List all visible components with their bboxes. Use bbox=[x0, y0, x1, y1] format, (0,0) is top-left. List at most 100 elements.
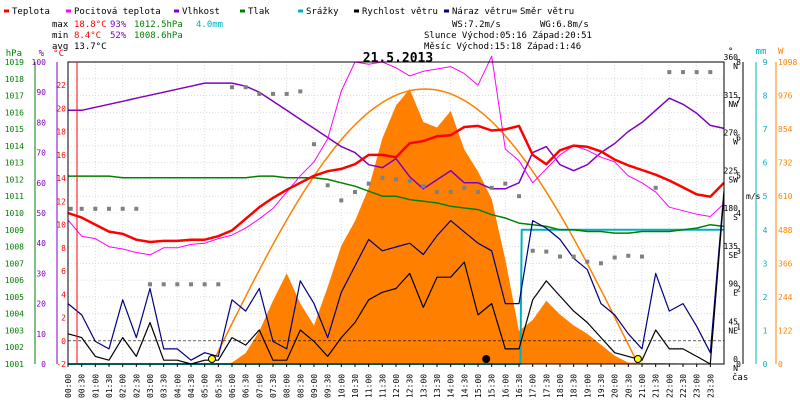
x-tick-label: 22:30 bbox=[679, 374, 688, 398]
x-tick-label: 22:00 bbox=[665, 374, 674, 398]
x-tick-label: 14:00 bbox=[447, 374, 456, 398]
percent-tick: 100 bbox=[32, 58, 47, 67]
stats-max-rain: 4.0mm bbox=[196, 20, 223, 30]
stats-max-hum: 93% bbox=[110, 20, 127, 30]
hpa-label: hPa bbox=[6, 49, 22, 59]
x-tick-label: 04:30 bbox=[187, 374, 196, 398]
x-tick-label: 16:30 bbox=[515, 374, 524, 398]
wind-direction-point bbox=[407, 179, 412, 184]
hpa-tick: 1003 bbox=[5, 326, 24, 335]
mm-tick: 7 bbox=[763, 125, 768, 134]
watt-tick: 122 bbox=[778, 326, 793, 335]
watt-tick: 0 bbox=[778, 360, 783, 369]
x-tick-label: 12:30 bbox=[406, 374, 415, 398]
legend-label: Směr větru bbox=[520, 7, 574, 17]
degrees-tick: 0 bbox=[733, 355, 738, 364]
wind-direction-point bbox=[626, 253, 631, 258]
percent-tick: 20 bbox=[36, 300, 46, 309]
stats-min-press: 1008.6hPa bbox=[134, 31, 183, 41]
wind-direction-point bbox=[243, 85, 248, 90]
watt-tick: 854 bbox=[778, 125, 793, 134]
percent-tick: 40 bbox=[36, 239, 46, 248]
wind-direction-point bbox=[175, 282, 180, 287]
wind-direction-point bbox=[517, 194, 521, 199]
ms-tick: 6 bbox=[736, 134, 741, 143]
percent-tick: 80 bbox=[36, 118, 46, 127]
hpa-tick: 1004 bbox=[5, 310, 24, 319]
degrees-direction: E bbox=[733, 289, 738, 298]
watt-tick: 366 bbox=[778, 259, 793, 268]
stats-max-temp: 18.8°C bbox=[74, 20, 107, 30]
x-tick-label: 17:30 bbox=[542, 374, 551, 398]
x-tick-label: 19:00 bbox=[583, 374, 592, 398]
hpa-tick: 1015 bbox=[5, 125, 24, 134]
sun-marker bbox=[207, 355, 216, 363]
percent-tick: 30 bbox=[36, 269, 46, 278]
mm-tick: 1 bbox=[763, 326, 768, 335]
hpa-tick: 1002 bbox=[5, 343, 24, 352]
theoretical-radiation-curve bbox=[211, 88, 639, 365]
mm-tick: 6 bbox=[763, 159, 768, 168]
mm-tick: 4 bbox=[763, 226, 768, 235]
percent-tick: 0 bbox=[41, 360, 46, 369]
wind-direction-point bbox=[230, 85, 234, 90]
x-tick-label: 20:00 bbox=[611, 374, 620, 398]
stats-max-label: max bbox=[52, 20, 69, 30]
wind-direction-point bbox=[489, 185, 494, 190]
ms-tick: 8 bbox=[736, 58, 741, 67]
watt-tick: 610 bbox=[778, 192, 793, 201]
wind-direction-point bbox=[79, 206, 84, 211]
celsius-tick: 8 bbox=[61, 244, 66, 253]
x-tick-label: 11:00 bbox=[365, 374, 374, 398]
degrees-tick: 135 bbox=[724, 242, 739, 251]
x-tick-label: 19:30 bbox=[597, 374, 606, 398]
wind-direction-point bbox=[653, 185, 658, 190]
ms-label: m/s bbox=[746, 192, 761, 201]
wind-direction-point bbox=[257, 91, 262, 96]
wind-direction-point bbox=[202, 282, 207, 287]
mm-tick: 8 bbox=[763, 92, 768, 101]
celsius-tick: 16 bbox=[56, 151, 66, 160]
legend-label: Vlhkost bbox=[182, 7, 220, 17]
x-tick-label: 21:00 bbox=[638, 374, 647, 398]
stats-min-label: min bbox=[52, 31, 68, 41]
wind-direction-point bbox=[325, 183, 330, 188]
wind-direction-point bbox=[134, 206, 139, 211]
wind-direction-point bbox=[571, 254, 576, 259]
celsius-tick: 22 bbox=[56, 81, 66, 90]
watt-tick: 488 bbox=[778, 226, 793, 235]
x-tick-label: 01:00 bbox=[91, 374, 100, 398]
ms-tick: 3 bbox=[736, 247, 741, 256]
celsius-tick: 0 bbox=[61, 337, 66, 346]
wind-direction-point bbox=[93, 206, 98, 211]
plot-area bbox=[67, 55, 725, 365]
watt-tick: 976 bbox=[778, 92, 793, 101]
ms-tick: 2 bbox=[736, 285, 741, 294]
x-tick-label: 00:30 bbox=[78, 374, 87, 398]
mm-label: mm bbox=[756, 47, 767, 57]
series-feels-like-line bbox=[67, 55, 725, 256]
wind-direction-point bbox=[640, 254, 644, 259]
percent-tick: 50 bbox=[36, 209, 46, 218]
degrees-tick: 225 bbox=[724, 166, 739, 175]
x-tick-label: 02:00 bbox=[119, 374, 128, 398]
x-tick-label: 13:30 bbox=[433, 374, 442, 398]
celsius-tick: 4 bbox=[61, 290, 66, 299]
hpa-tick: 1011 bbox=[5, 192, 24, 201]
x-tick-label: 06:30 bbox=[242, 374, 251, 398]
watt-tick: 1098 bbox=[778, 58, 797, 67]
series-wind-gust-line bbox=[67, 190, 725, 361]
degrees-tick: 315 bbox=[724, 91, 739, 100]
x-tick-label: 03:00 bbox=[146, 374, 155, 398]
x-tick-label: 05:00 bbox=[201, 374, 210, 398]
x-tick-label: 08:00 bbox=[283, 374, 292, 398]
stats-avg-temp: 13.7°C bbox=[74, 42, 107, 52]
series-wind-speed-line bbox=[67, 194, 725, 365]
hpa-tick: 1006 bbox=[5, 276, 24, 285]
legend-label: Rychlost větru bbox=[362, 7, 438, 17]
wind-direction-point bbox=[353, 190, 357, 194]
legend-label: Teplota bbox=[12, 7, 50, 17]
stats-min-temp: 8.4°C bbox=[74, 31, 101, 41]
